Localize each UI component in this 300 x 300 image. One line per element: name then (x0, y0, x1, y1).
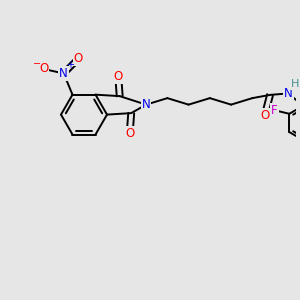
Text: H: H (291, 79, 299, 89)
Text: −: − (33, 59, 41, 69)
Text: N: N (284, 87, 293, 100)
Text: F: F (271, 104, 278, 117)
Text: O: O (114, 70, 123, 83)
Text: +: + (65, 60, 74, 70)
Text: O: O (125, 127, 134, 140)
Text: N: N (59, 67, 68, 80)
Text: O: O (260, 109, 269, 122)
Text: O: O (39, 62, 48, 76)
Text: O: O (74, 52, 83, 65)
Text: N: N (142, 98, 151, 111)
